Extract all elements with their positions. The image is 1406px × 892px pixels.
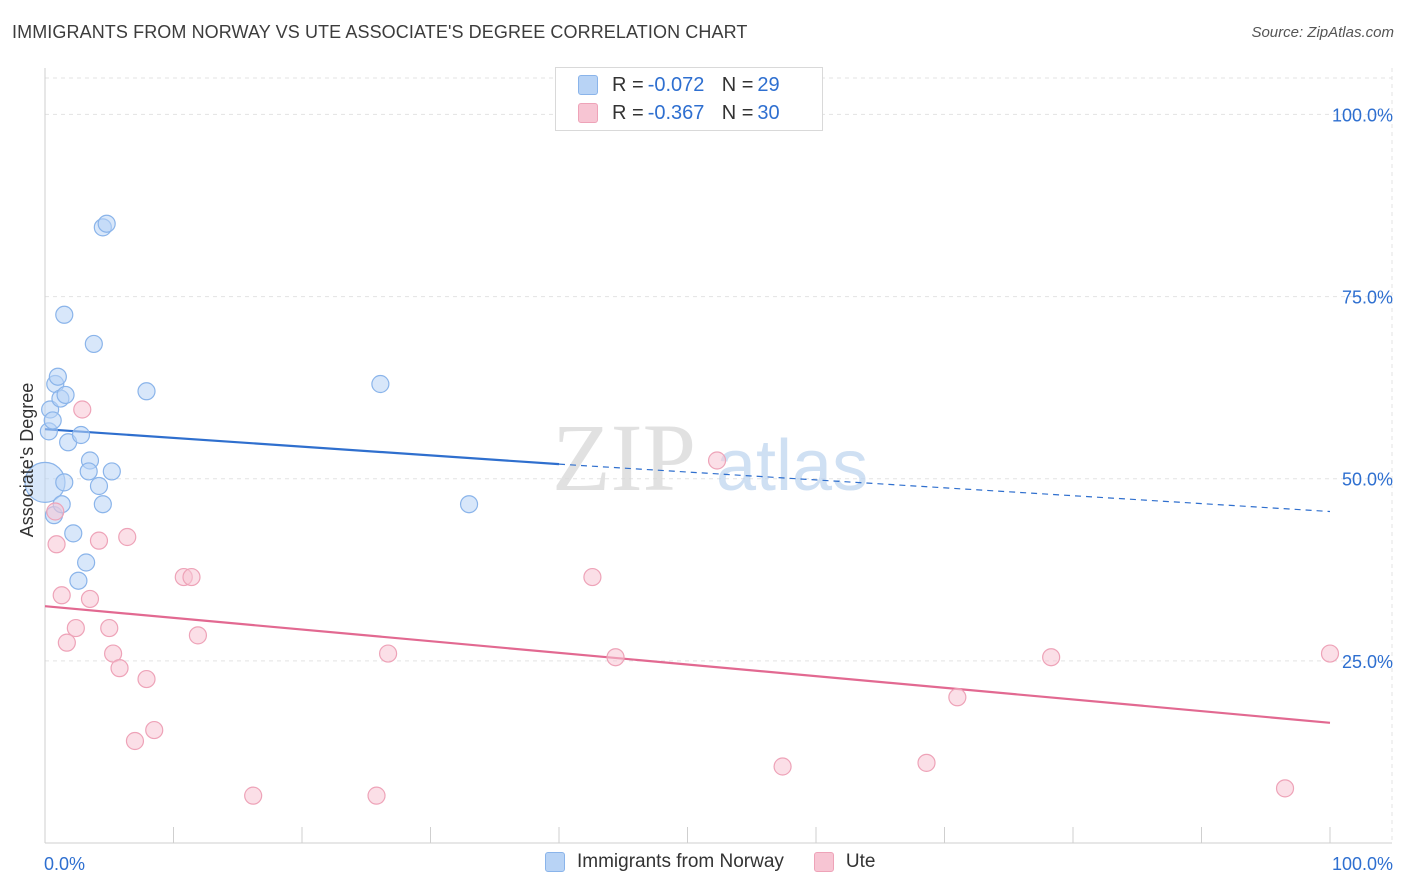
x-tick-label: 0.0% <box>44 854 85 874</box>
point-norway <box>77 553 96 572</box>
legend-n-label: N = <box>721 73 754 96</box>
y-tick-label: 50.0% <box>1342 470 1393 490</box>
point-norway <box>64 524 83 543</box>
point-norway <box>93 495 112 514</box>
point-norway <box>55 473 74 492</box>
point-norway <box>48 367 67 386</box>
stats-legend: R = -0.072 N = 29 R = -0.367 N = 30 <box>555 67 823 131</box>
legend-n-label: N = <box>721 101 754 124</box>
point-ute <box>773 757 792 776</box>
point-ute <box>948 688 967 707</box>
legend-r-value: -0.072 <box>647 73 705 96</box>
point-ute <box>73 400 92 419</box>
point-ute <box>46 502 65 521</box>
point-norway <box>137 382 156 401</box>
legend-r-value: -0.367 <box>647 101 705 124</box>
y-tick-label: 25.0% <box>1342 652 1393 672</box>
point-ute <box>606 648 625 667</box>
point-ute <box>707 451 727 470</box>
point-ute <box>137 669 156 689</box>
watermark-zip: ZIP <box>552 404 696 511</box>
point-ute <box>367 786 386 805</box>
axes <box>44 68 1392 844</box>
series-name-ute: Ute <box>845 851 876 872</box>
point-ute <box>66 618 85 638</box>
legend-n-value: 30 <box>757 101 780 124</box>
source-label: Source: ZipAtlas.com <box>1251 24 1394 41</box>
point-ute <box>80 589 100 609</box>
trend-line-ute <box>44 605 1331 724</box>
trend-line-norway <box>44 428 560 466</box>
series-legend-ute[interactable]: Ute <box>813 851 876 873</box>
series-legend-norway[interactable]: Immigrants from Norway <box>545 851 784 873</box>
point-norway <box>97 214 116 233</box>
point-norway <box>79 462 98 481</box>
point-ute <box>145 720 164 740</box>
point-ute <box>182 567 201 587</box>
series-name-norway: Immigrants from Norway <box>577 851 784 872</box>
legend-r-label: R = <box>612 101 644 124</box>
point-norway <box>71 425 91 445</box>
legend-swatch-pink <box>578 103 598 123</box>
point-ute <box>110 659 129 678</box>
point-ute <box>378 644 398 663</box>
y-axis-label: Associate's Degree <box>17 383 37 538</box>
point-ute <box>244 786 263 805</box>
point-norway <box>55 305 74 324</box>
point-ute <box>89 531 109 550</box>
point-ute <box>188 626 208 645</box>
legend-n-value: 29 <box>757 73 780 96</box>
point-norway <box>56 385 75 405</box>
data-points <box>24 214 1340 805</box>
point-norway <box>102 462 121 481</box>
point-ute <box>125 731 145 751</box>
gridlines <box>45 68 1393 843</box>
point-ute <box>1320 644 1340 663</box>
legend-swatch-blue <box>578 75 598 95</box>
point-ute <box>47 535 66 554</box>
tick-labels: 25.0% 50.0% 75.0% 100.0% 0.0% 100.0% <box>44 105 1393 874</box>
point-norway <box>371 374 390 394</box>
legend-row-norway: R = -0.072 N = 29 <box>578 71 780 99</box>
series-swatch-blue <box>545 852 565 872</box>
point-norway <box>84 334 103 354</box>
y-tick-label: 75.0% <box>1342 288 1393 308</box>
series-swatch-pink <box>813 852 834 872</box>
trend-line-norway-dashed <box>558 463 1331 513</box>
point-norway <box>89 476 109 496</box>
point-ute <box>100 618 119 638</box>
point-ute <box>1042 648 1061 667</box>
point-ute <box>917 753 936 772</box>
y-tick-label: 100.0% <box>1332 105 1393 125</box>
legend-row-ute: R = -0.367 N = 30 <box>578 99 780 127</box>
point-ute <box>118 527 137 547</box>
legend-r-label: R = <box>612 73 644 96</box>
x-tick-label: 100.0% <box>1332 854 1393 874</box>
point-norway <box>43 411 62 430</box>
trend-lines <box>44 428 1331 724</box>
point-ute <box>583 567 602 587</box>
point-ute <box>52 586 71 605</box>
point-ute <box>1275 779 1295 798</box>
point-norway <box>459 495 479 514</box>
series-legend: Immigrants from Norway Ute <box>545 851 906 873</box>
point-ute <box>57 633 76 652</box>
watermark-atlas: atlas <box>716 426 868 506</box>
chart-title: IMMIGRANTS FROM NORWAY VS UTE ASSOCIATE'… <box>12 22 748 42</box>
point-norway <box>69 571 88 590</box>
